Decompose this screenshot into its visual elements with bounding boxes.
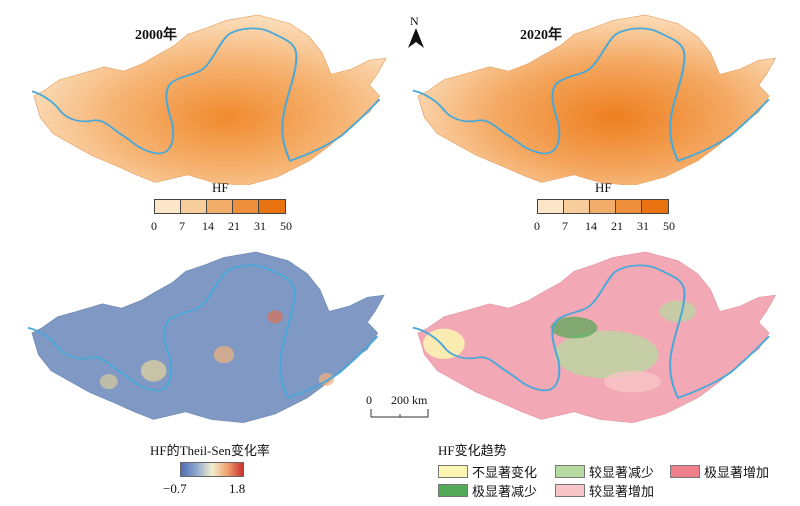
hf-swatch-3 (207, 200, 233, 213)
hf-swatch-1 (538, 200, 564, 213)
scale-label: 200 km (391, 393, 428, 407)
trend-item-label: 不显著变化 (472, 466, 538, 481)
hf-color-ramp-left (154, 199, 286, 214)
hf-map-2020-svg (411, 14, 777, 187)
hf-tick: 50 (280, 219, 292, 233)
hf-tick: 14 (585, 219, 597, 233)
trend-item-extreme-decrease: 极显著减少 (438, 481, 537, 500)
hf-tick: 7 (562, 219, 568, 233)
trend-item-moderate-increase: 较显著增加 (555, 481, 654, 500)
scale-bar-line (370, 409, 429, 418)
hf-swatch-2 (181, 200, 207, 213)
trend-item-label: 较显著减少 (589, 466, 655, 481)
trend-swatch (670, 465, 700, 478)
hf-legend-title-right: HF (595, 180, 612, 195)
map-title-2020: 2020年 (520, 28, 562, 43)
hf-swatch-1 (155, 200, 181, 213)
sen-min-label: −0.7 (163, 481, 187, 496)
trend-map (411, 250, 787, 425)
trend-swatch (438, 465, 468, 478)
trend-map-svg (411, 251, 777, 424)
hf-swatch-4 (233, 200, 259, 213)
sen-max-label: 1.8 (229, 481, 246, 496)
hf-tick: 50 (663, 219, 675, 233)
hf-map-2020 (411, 10, 787, 187)
north-label: N (410, 14, 419, 28)
hf-color-ramp-right (537, 199, 669, 214)
trend-item-label: 极显著减少 (472, 485, 538, 500)
trend-item-insignificant: 不显著变化 (438, 462, 537, 481)
hf-tick: 0 (151, 219, 157, 233)
theil-sen-map-svg (25, 251, 385, 424)
hf-tick: 21 (228, 219, 240, 233)
hf-tick: 31 (254, 219, 266, 233)
hf-swatch-5 (259, 200, 285, 213)
hf-tick: 21 (611, 219, 623, 233)
trend-item-moderate-decrease: 较显著减少 (555, 462, 654, 481)
hf-map-2000 (27, 10, 392, 187)
hf-swatch-3 (590, 200, 616, 213)
hf-legend-title-left: HF (212, 180, 229, 195)
trend-swatch (555, 465, 585, 478)
trend-item-label: 极显著增加 (704, 466, 770, 481)
hf-tick: 0 (534, 219, 540, 233)
scale-bar: 0 200 km (366, 393, 436, 423)
hf-swatch-2 (564, 200, 590, 213)
hf-tick: 7 (179, 219, 185, 233)
trend-item-label: 较显著增加 (589, 485, 655, 500)
map-title-2000: 2000年 (135, 28, 177, 43)
north-arrow: N (404, 14, 428, 48)
hf-swatch-4 (616, 200, 642, 213)
sen-color-gradient (180, 462, 244, 477)
trend-item-extreme-increase: 极显著增加 (670, 462, 769, 481)
trend-swatch (555, 484, 585, 497)
trend-swatch (438, 484, 468, 497)
north-arrow-icon (408, 28, 424, 48)
theil-sen-map (25, 250, 388, 425)
scale-zero: 0 (366, 393, 372, 407)
hf-tick: 14 (202, 219, 214, 233)
hf-tick: 31 (637, 219, 649, 233)
sen-legend-title: HF的Theil-Sen变化率 (150, 443, 270, 458)
hf-map-2000-svg (27, 14, 387, 187)
trend-legend-title: HF变化趋势 (438, 443, 507, 458)
hf-swatch-5 (642, 200, 668, 213)
